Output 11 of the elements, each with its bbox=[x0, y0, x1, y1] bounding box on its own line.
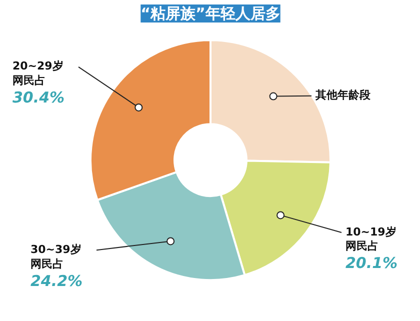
data-label: 30.4% bbox=[12, 88, 65, 107]
slice-label: 10~19岁 bbox=[346, 225, 396, 238]
text: 网民占 bbox=[30, 257, 64, 270]
data-label: 20.1% bbox=[346, 254, 398, 272]
data-label: 24.2% bbox=[30, 272, 83, 290]
slice-label: 30~39岁 bbox=[30, 242, 82, 256]
text: 网民占 bbox=[346, 240, 378, 253]
slice-label: 20~29岁 bbox=[12, 60, 64, 73]
text: 网民占 bbox=[12, 74, 46, 88]
slice-label: 其他年龄段 bbox=[314, 88, 372, 102]
chart-title: “粘屏族”年轻人居多 bbox=[140, 4, 280, 22]
